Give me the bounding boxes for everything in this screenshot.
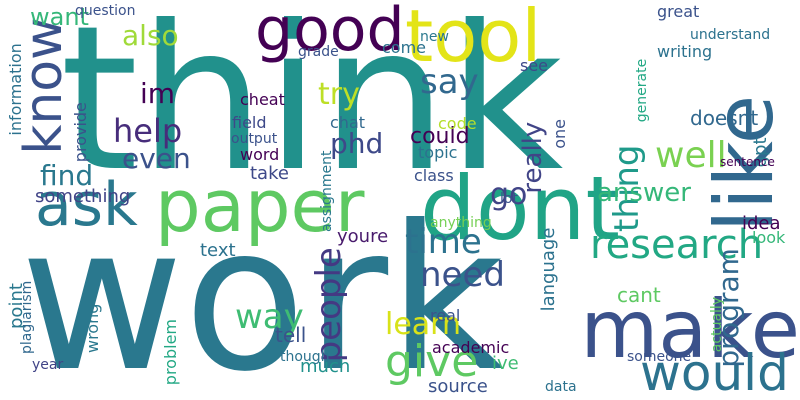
cloud-word: time: [405, 222, 482, 262]
cloud-word: new: [420, 29, 449, 45]
cloud-word: need: [420, 255, 505, 295]
cloud-word: idea: [742, 213, 781, 234]
cloud-word: year: [32, 357, 64, 373]
cloud-word: text: [200, 240, 236, 261]
cloud-word: grade: [298, 44, 339, 60]
cloud-word: could: [410, 124, 470, 149]
cloud-word: field: [232, 113, 267, 132]
cloud-word: people: [309, 247, 349, 363]
cloud-word: see: [520, 56, 549, 75]
cloud-word: source: [428, 376, 488, 397]
cloud-word: even: [122, 142, 191, 175]
cloud-word: writing: [657, 42, 713, 61]
cloud-word: learn: [385, 307, 461, 342]
cloud-word: information: [6, 43, 25, 136]
cloud-word: great: [657, 2, 700, 21]
cloud-word: work: [20, 183, 504, 400]
cloud-word: assignment: [319, 150, 335, 232]
cloud-word: well: [655, 135, 727, 176]
cloud-word: try: [318, 77, 360, 112]
cloud-word: research: [590, 222, 764, 268]
cloud-word: something: [35, 186, 131, 207]
cloud-word: tool: [405, 0, 542, 78]
cloud-word: ive: [492, 353, 519, 374]
cloud-word: come: [382, 38, 427, 57]
cloud-word: tell: [275, 323, 307, 347]
cloud-word: lot: [500, 191, 518, 207]
cloud-word: want: [30, 3, 89, 31]
cloud-word: phd: [330, 127, 384, 160]
cloud-word: word: [240, 145, 280, 164]
cloud-word: ask: [35, 170, 138, 240]
cloud-word: good: [255, 0, 405, 65]
cloud-word: help: [113, 112, 183, 150]
cloud-word: know: [14, 17, 74, 155]
cloud-word: language: [538, 227, 559, 312]
cloud-word: actually: [709, 296, 725, 353]
cloud-word: doesnt: [690, 106, 759, 130]
cloud-word: academic: [432, 338, 510, 357]
cloud-word: much: [300, 356, 351, 377]
cloud-word: code: [438, 114, 477, 133]
cloud-word: sentence: [720, 155, 775, 169]
cloud-word: topic: [418, 143, 458, 162]
cloud-word: find: [40, 159, 94, 192]
cloud-word: someone: [627, 349, 692, 365]
cloud-word: way: [235, 297, 304, 337]
cloud-word: generate: [634, 58, 650, 123]
cloud-word: output: [231, 131, 278, 147]
cloud-word: im: [140, 77, 176, 110]
cloud-word: also: [122, 19, 179, 52]
cloud-word: take: [250, 163, 289, 184]
cloud-word: make: [580, 283, 800, 376]
cloud-word: data: [545, 379, 577, 395]
cloud-word: youre: [337, 226, 389, 247]
cloud-word: class: [414, 166, 454, 185]
cloud-word: problem: [161, 318, 180, 386]
cloud-word: really: [518, 121, 548, 194]
cloud-word: wrong: [83, 303, 102, 353]
cloud-word: chat: [330, 113, 366, 132]
cloud-word: anything: [430, 215, 492, 231]
cloud-word: answer: [597, 178, 691, 208]
cloud-word: look: [752, 228, 786, 247]
cloud-word: say: [420, 62, 479, 102]
cloud-word: cant: [617, 283, 661, 307]
cloud-word: provide: [71, 102, 90, 163]
cloud-word: go: [490, 177, 528, 212]
cloud-word: question: [75, 3, 136, 19]
cloud-word: understand: [690, 27, 771, 43]
cloud-word: would: [640, 344, 789, 400]
cloud-word: give: [385, 336, 479, 387]
cloud-word: dont: [420, 157, 620, 260]
cloud-word: real: [430, 306, 461, 325]
cloud-word: paper: [155, 164, 365, 248]
cloud-word: though: [280, 349, 330, 365]
cloud-word: one: [550, 119, 569, 149]
cloud-word: think: [60, 0, 564, 216]
cloud-word: plagiarism: [19, 280, 35, 354]
cloud-word: cheat: [240, 90, 285, 109]
